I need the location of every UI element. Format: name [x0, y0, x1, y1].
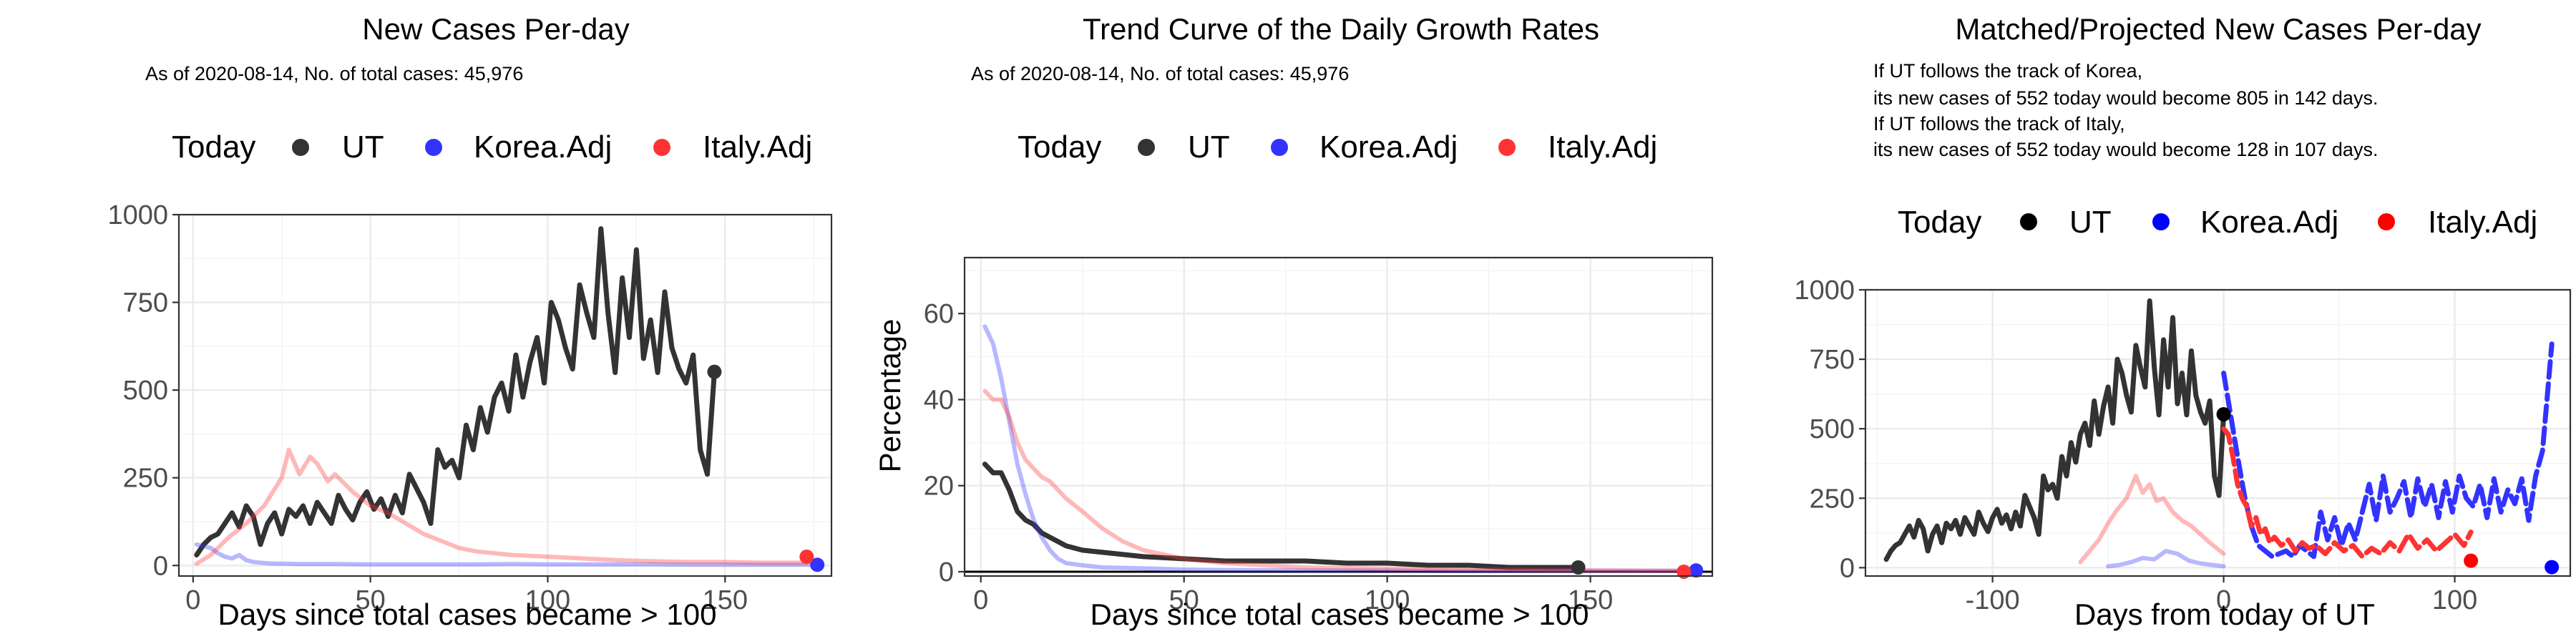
today-point-korea-adj — [810, 557, 825, 572]
x-tick-label: 150 — [703, 585, 748, 615]
x-tick-label: 100 — [525, 585, 570, 615]
chart-subtitle-line: If UT follows the track of Korea, — [1873, 60, 2142, 82]
legend-title: Today — [1898, 205, 1981, 240]
panel-border — [1864, 288, 2572, 577]
chart-subtitle-line: its new cases of 552 today would become … — [1873, 87, 2378, 109]
series-line-italy-adj — [982, 389, 1687, 573]
legend-label-korea-adj: Korea.Adj — [1319, 130, 1458, 165]
y-tick-label: 250 — [1810, 484, 1855, 514]
chart-subtitle-line: If UT follows the track of Italy, — [1873, 113, 2125, 135]
panel-border — [177, 213, 833, 577]
series-line-korea-adj-projected — [2221, 341, 2555, 560]
y-tick-label: 0 — [939, 557, 954, 587]
legend-label-italy-adj: Italy.Adj — [1548, 130, 1657, 165]
panel-background — [965, 258, 1712, 576]
legend-key-italy-adj — [2378, 213, 2395, 230]
today-point-italy-adj — [2464, 553, 2479, 568]
legend-key-korea-adj — [425, 139, 442, 156]
today-point-ut — [707, 364, 722, 379]
y-tick-label: 750 — [123, 288, 168, 318]
y-tick-label: 0 — [1840, 553, 1855, 583]
x-axis-title: Days since total cases became > 100 — [218, 597, 717, 631]
x-tick-label: 100 — [2432, 585, 2477, 615]
series-line-ut — [1883, 298, 2227, 562]
chart-title: New Cases Per-day — [362, 12, 629, 46]
legend-key-korea-adj — [2152, 213, 2170, 230]
legend: Today UT Korea.Adj Italy.Adj — [1898, 205, 2537, 240]
y-tick-label: 500 — [1810, 414, 1855, 444]
legend-label-ut: UT — [2069, 205, 2112, 240]
today-point-korea-adj — [1689, 563, 1704, 578]
legend-key-italy-adj — [1498, 139, 1516, 156]
today-point-ut — [2216, 406, 2231, 421]
chart-panel-new-cases: New Cases Per-day As of 2020-08-14, No. … — [107, 12, 833, 631]
legend-key-ut — [2020, 213, 2037, 230]
series-line-ut — [982, 462, 1581, 570]
today-point-italy-adj — [799, 550, 814, 565]
legend: Today UT Korea.Adj Italy.Adj — [1018, 130, 1657, 165]
chart-subtitle-line: its new cases of 552 today would become … — [1873, 139, 2378, 160]
legend-label-korea-adj: Korea.Adj — [2200, 205, 2338, 240]
x-tick-label: 50 — [356, 585, 386, 615]
x-tick-label: 0 — [185, 585, 200, 615]
x-tick-label: 0 — [2216, 585, 2231, 615]
chart-panel-projected: Matched/Projected New Cases Per-day If U… — [1794, 12, 2572, 631]
y-axis-title: Percentage — [873, 319, 907, 473]
chart-panel-growth-rates: Trend Curve of the Daily Growth Rates As… — [873, 12, 1714, 631]
y-tick-label: 750 — [1810, 345, 1855, 375]
today-point-ut — [1571, 560, 1586, 575]
y-tick-label: 20 — [924, 472, 954, 502]
series-line-italy-adj-projected — [2221, 426, 2474, 560]
y-tick-label: 250 — [123, 464, 168, 494]
x-tick-label: 0 — [973, 585, 988, 615]
chart-subtitle: As of 2020-08-14, No. of total cases: 45… — [971, 63, 1349, 84]
series-group — [194, 226, 816, 567]
panel-border — [963, 256, 1714, 577]
legend-label-korea-adj: Korea.Adj — [474, 130, 612, 165]
legend: Today UT Korea.Adj Italy.Adj — [172, 130, 812, 165]
x-tick-label: 150 — [1568, 585, 1613, 615]
today-point-korea-adj — [2545, 560, 2560, 575]
y-tick-label: 500 — [123, 376, 168, 406]
x-tick-label: -100 — [1966, 585, 2020, 615]
legend-label-italy-adj: Italy.Adj — [703, 130, 812, 165]
series-line-ut — [194, 226, 717, 558]
series-line-italy-adj — [194, 447, 809, 566]
legend-key-korea-adj — [1271, 139, 1288, 156]
y-tick-label: 60 — [924, 299, 954, 329]
plot-area: 0 50 100 150 0 250 500 750 1000 — [107, 200, 833, 615]
series-group — [982, 324, 1699, 573]
legend-key-ut — [292, 139, 309, 156]
series-line-korea-adj — [982, 324, 1699, 573]
legend-label-ut: UT — [1188, 130, 1230, 165]
x-tick-label: 50 — [1169, 585, 1199, 615]
chart-title: Matched/Projected New Cases Per-day — [1955, 12, 2481, 46]
legend-label-italy-adj: Italy.Adj — [2428, 205, 2537, 240]
series-line-italy-adj — [2078, 474, 2226, 565]
y-tick-label: 40 — [924, 385, 954, 415]
x-tick-label: 100 — [1365, 585, 1410, 615]
plot-area: 0 50 100 150 0 20 40 60 — [924, 256, 1714, 615]
legend-label-ut: UT — [342, 130, 384, 165]
legend-title: Today — [172, 130, 255, 165]
legend-key-italy-adj — [653, 139, 670, 156]
chart-subtitle: As of 2020-08-14, No. of total cases: 45… — [145, 63, 523, 84]
y-tick-label: 1000 — [1794, 275, 1855, 306]
legend-title: Today — [1018, 130, 1101, 165]
y-tick-label: 1000 — [107, 200, 168, 230]
series-line-korea-adj — [2106, 549, 2226, 569]
chart-title: Trend Curve of the Daily Growth Rates — [1083, 12, 1599, 46]
y-tick-label: 0 — [153, 551, 168, 581]
panel-background — [1865, 290, 2570, 576]
series-line-korea-adj — [194, 542, 816, 567]
legend-key-ut — [1138, 139, 1155, 156]
x-axis-title: Days since total cases became > 100 — [1091, 597, 1589, 631]
x-axis-title: Days from today of UT — [2074, 597, 2375, 631]
series-group — [1883, 298, 2555, 569]
